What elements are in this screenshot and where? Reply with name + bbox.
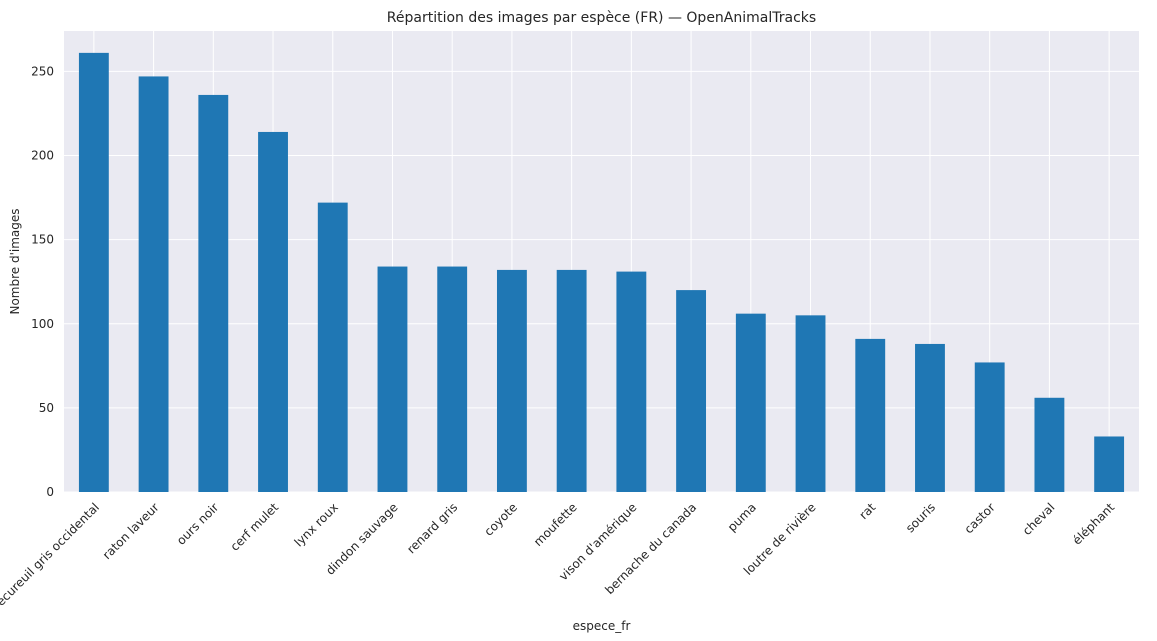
x-tick-label: puma <box>725 500 759 534</box>
bar <box>735 313 766 492</box>
bar <box>855 338 886 492</box>
y-axis-title: Nombre d'images <box>8 208 22 314</box>
chart-title: Répartition des images par espèce (FR) —… <box>387 10 816 26</box>
x-axis-title: espece_fr <box>573 619 631 633</box>
y-tick-label: 100 <box>31 317 54 331</box>
bar <box>78 52 109 493</box>
x-tick-label: cheval <box>1020 500 1058 538</box>
x-tick-label: castor <box>962 500 998 536</box>
bar <box>556 269 587 492</box>
bars <box>78 52 1125 493</box>
x-tick-label: écureuil gris occidental <box>0 500 102 609</box>
bar <box>138 76 169 493</box>
x-tick-label: rat <box>856 500 878 522</box>
y-tick-labels: 0 50 100 150 200 250 <box>31 64 54 499</box>
bar <box>915 343 945 492</box>
bar <box>496 269 527 492</box>
bar <box>258 131 288 492</box>
x-tick-label: souris <box>903 500 938 535</box>
x-tick-label: moufette <box>531 500 580 549</box>
bar <box>198 94 229 493</box>
y-tick-label: 250 <box>31 64 54 78</box>
x-tick-label: renard gris <box>404 500 460 556</box>
y-tick-label: 0 <box>46 485 54 499</box>
bar <box>616 271 647 492</box>
y-tick-label: 200 <box>31 149 54 163</box>
bar <box>676 290 707 492</box>
x-tick-label: lynx roux <box>292 500 341 549</box>
x-tick-label: ours noir <box>174 500 222 548</box>
y-tick-label: 150 <box>31 233 54 247</box>
x-tick-label: cerf mulet <box>228 500 282 554</box>
x-tick-label: raton laveur <box>100 500 162 562</box>
bar <box>377 266 408 492</box>
bar <box>1094 436 1125 492</box>
x-tick-label: coyote <box>482 500 521 539</box>
bar <box>437 266 468 492</box>
bar <box>1034 397 1065 492</box>
bar <box>795 315 826 492</box>
x-tick-label: éléphant <box>1070 500 1118 548</box>
y-tick-label: 50 <box>39 401 54 415</box>
bar <box>317 202 348 492</box>
plot-area <box>64 31 1139 492</box>
bar <box>974 362 1005 492</box>
